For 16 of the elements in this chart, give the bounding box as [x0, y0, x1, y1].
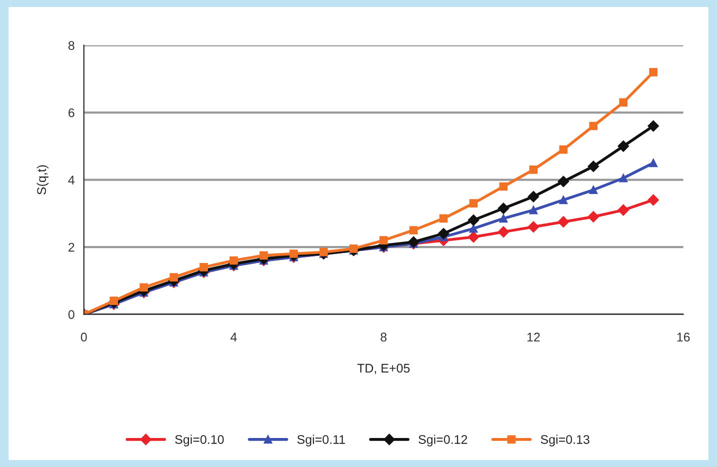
x-tick-label: 16 [677, 332, 690, 342]
legend-label: Sgi=0.12 [418, 434, 468, 446]
x-tick-label: 4 [230, 332, 237, 342]
legend-label: Sgi=0.11 [297, 434, 345, 446]
y-tick-label: 6 [68, 108, 74, 118]
y-tick-label: 2 [68, 242, 74, 252]
x-axis-title: TD, E+05 [357, 364, 410, 374]
y-tick-label: 0 [68, 310, 74, 319]
y-axis-title: S(q,t) [36, 165, 48, 195]
legend-label: Sgi=0.13 [540, 434, 590, 446]
legend-label: Sgi=0.10 [175, 434, 224, 446]
x-tick-label: 8 [380, 332, 387, 342]
x-tick-label: 12 [527, 332, 540, 342]
y-tick-label: 8 [68, 41, 74, 50]
y-tick-label: 4 [68, 176, 74, 184]
x-tick-label: 0 [80, 332, 87, 342]
